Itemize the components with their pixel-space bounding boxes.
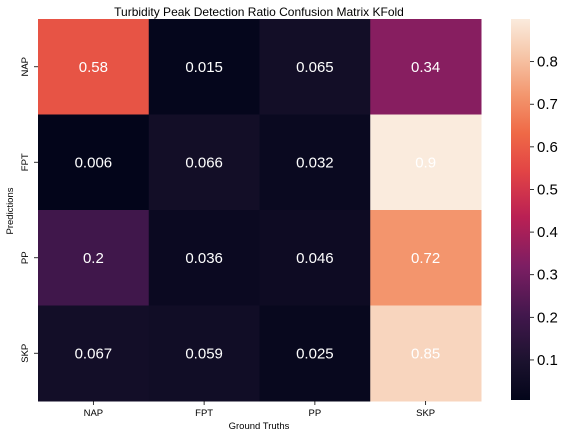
cell-value-label: 0.059	[185, 345, 223, 362]
y-axis-ticks: NAP FPT PP SKP	[20, 57, 38, 363]
x-tick-label: SKP	[416, 408, 435, 419]
heatmap-cell	[259, 305, 371, 402]
cell-value-label: 0.067	[75, 345, 113, 362]
cell-value-label: 0.58	[79, 59, 108, 76]
colorbar-tick-label: 0.5	[537, 181, 558, 198]
heatmap-cell	[38, 114, 150, 211]
y-axis-label: Predictions	[5, 187, 16, 234]
y-tick-label: PP	[20, 251, 31, 264]
x-tick-label: FPT	[195, 408, 213, 419]
cell-value-label: 0.34	[411, 59, 440, 76]
colorbar	[511, 19, 530, 400]
colorbar-ticks: 0.1 0.2 0.3 0.4 0.5 0.6 0.7 0.8	[530, 54, 558, 369]
cell-value-label: 0.066	[185, 154, 223, 171]
cell-value-label: 0.015	[185, 59, 223, 76]
y-tick-label: NAP	[20, 57, 31, 77]
heatmap-cell	[148, 210, 260, 306]
cell-value-label: 0.025	[296, 345, 334, 362]
heatmap-cell	[148, 114, 260, 211]
x-axis-label: Ground Truths	[229, 421, 290, 432]
cell-value-label: 0.72	[411, 250, 440, 267]
cell-value-label: 0.2	[83, 250, 104, 267]
colorbar-tick-label: 0.4	[537, 224, 558, 241]
x-tick-label: PP	[309, 408, 322, 419]
heatmap-cell	[370, 114, 482, 211]
heatmap-cell	[370, 19, 482, 115]
y-tick-label: SKP	[20, 344, 31, 363]
cell-value-label: 0.006	[75, 154, 113, 171]
cell-value-label: 0.9	[415, 154, 436, 171]
x-axis-ticks: NAP FPT PP SKP	[84, 401, 435, 419]
heatmap-cell	[38, 210, 150, 306]
cell-value-label: 0.065	[296, 59, 334, 76]
heatmap-cell	[259, 19, 371, 115]
heatmap-cells: 0.58 0.015 0.065 0.34 0.006 0.066 0.032 0.9 0.2 0…	[38, 19, 482, 402]
heatmap-cell	[370, 210, 482, 306]
colorbar-tick-label: 0.2	[537, 309, 558, 326]
chart-title: Turbidity Peak Detection Ratio Confusion…	[114, 5, 404, 19]
colorbar-tick-label: 0.8	[537, 54, 558, 71]
heatmap-cell	[148, 19, 260, 115]
colorbar-tick-label: 0.7	[537, 96, 558, 113]
colorbar-tick-label: 0.1	[537, 352, 558, 369]
heatmap-cell	[38, 305, 150, 402]
heatmap-cell	[259, 210, 371, 306]
colorbar-tick-label: 0.3	[537, 267, 558, 284]
cell-value-label: 0.85	[411, 345, 440, 362]
heatmap-cell	[38, 19, 150, 115]
cell-value-label: 0.032	[296, 154, 334, 171]
y-tick-label: FPT	[20, 153, 31, 171]
x-tick-label: NAP	[84, 408, 104, 419]
heatmap-cell	[148, 305, 260, 402]
colorbar-tick-label: 0.6	[537, 139, 558, 156]
cell-value-label: 0.046	[296, 250, 334, 267]
heatmap-cell	[370, 305, 482, 402]
cell-value-label: 0.036	[185, 250, 223, 267]
heatmap-cell	[259, 114, 371, 211]
